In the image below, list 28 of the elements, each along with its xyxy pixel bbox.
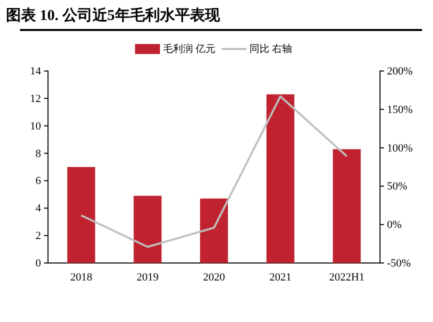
y-tick-label: 10 bbox=[30, 120, 42, 132]
x-tick-label: 2022H1 bbox=[329, 271, 365, 284]
y2-tick-label: 50% bbox=[387, 180, 408, 193]
legend-label: 同比 右轴 bbox=[250, 43, 292, 55]
chart-title: 图表 10. 公司近5年毛利水平表现 bbox=[6, 7, 221, 24]
legend-label: 毛利润 亿元 bbox=[163, 43, 216, 55]
bar bbox=[67, 167, 96, 263]
y-tick-label: 12 bbox=[30, 92, 41, 105]
x-tick-label: 2021 bbox=[269, 271, 292, 284]
x-tick-label: 2018 bbox=[70, 271, 93, 284]
y2-tick-label: 200% bbox=[387, 66, 413, 78]
y2-tick-label: 150% bbox=[387, 104, 413, 116]
bar bbox=[332, 149, 361, 263]
line-series bbox=[80, 95, 348, 248]
y-tick-label: 6 bbox=[36, 175, 42, 188]
bar bbox=[200, 198, 228, 263]
y-tick-label: 8 bbox=[36, 148, 42, 160]
x-tick-label: 2020 bbox=[203, 271, 226, 284]
y-tick-label: 2 bbox=[36, 230, 41, 242]
x-tick-label: 2019 bbox=[136, 271, 160, 284]
y-tick-label: 0 bbox=[36, 258, 42, 270]
y2-tick-label: -50% bbox=[387, 258, 411, 270]
y2-tick-label: 0% bbox=[387, 219, 402, 232]
bar bbox=[134, 196, 162, 263]
bar bbox=[266, 94, 294, 263]
y-tick-label: 14 bbox=[30, 66, 42, 78]
y2-tick-label: 100% bbox=[387, 142, 413, 154]
y-tick-label: 4 bbox=[36, 202, 42, 215]
